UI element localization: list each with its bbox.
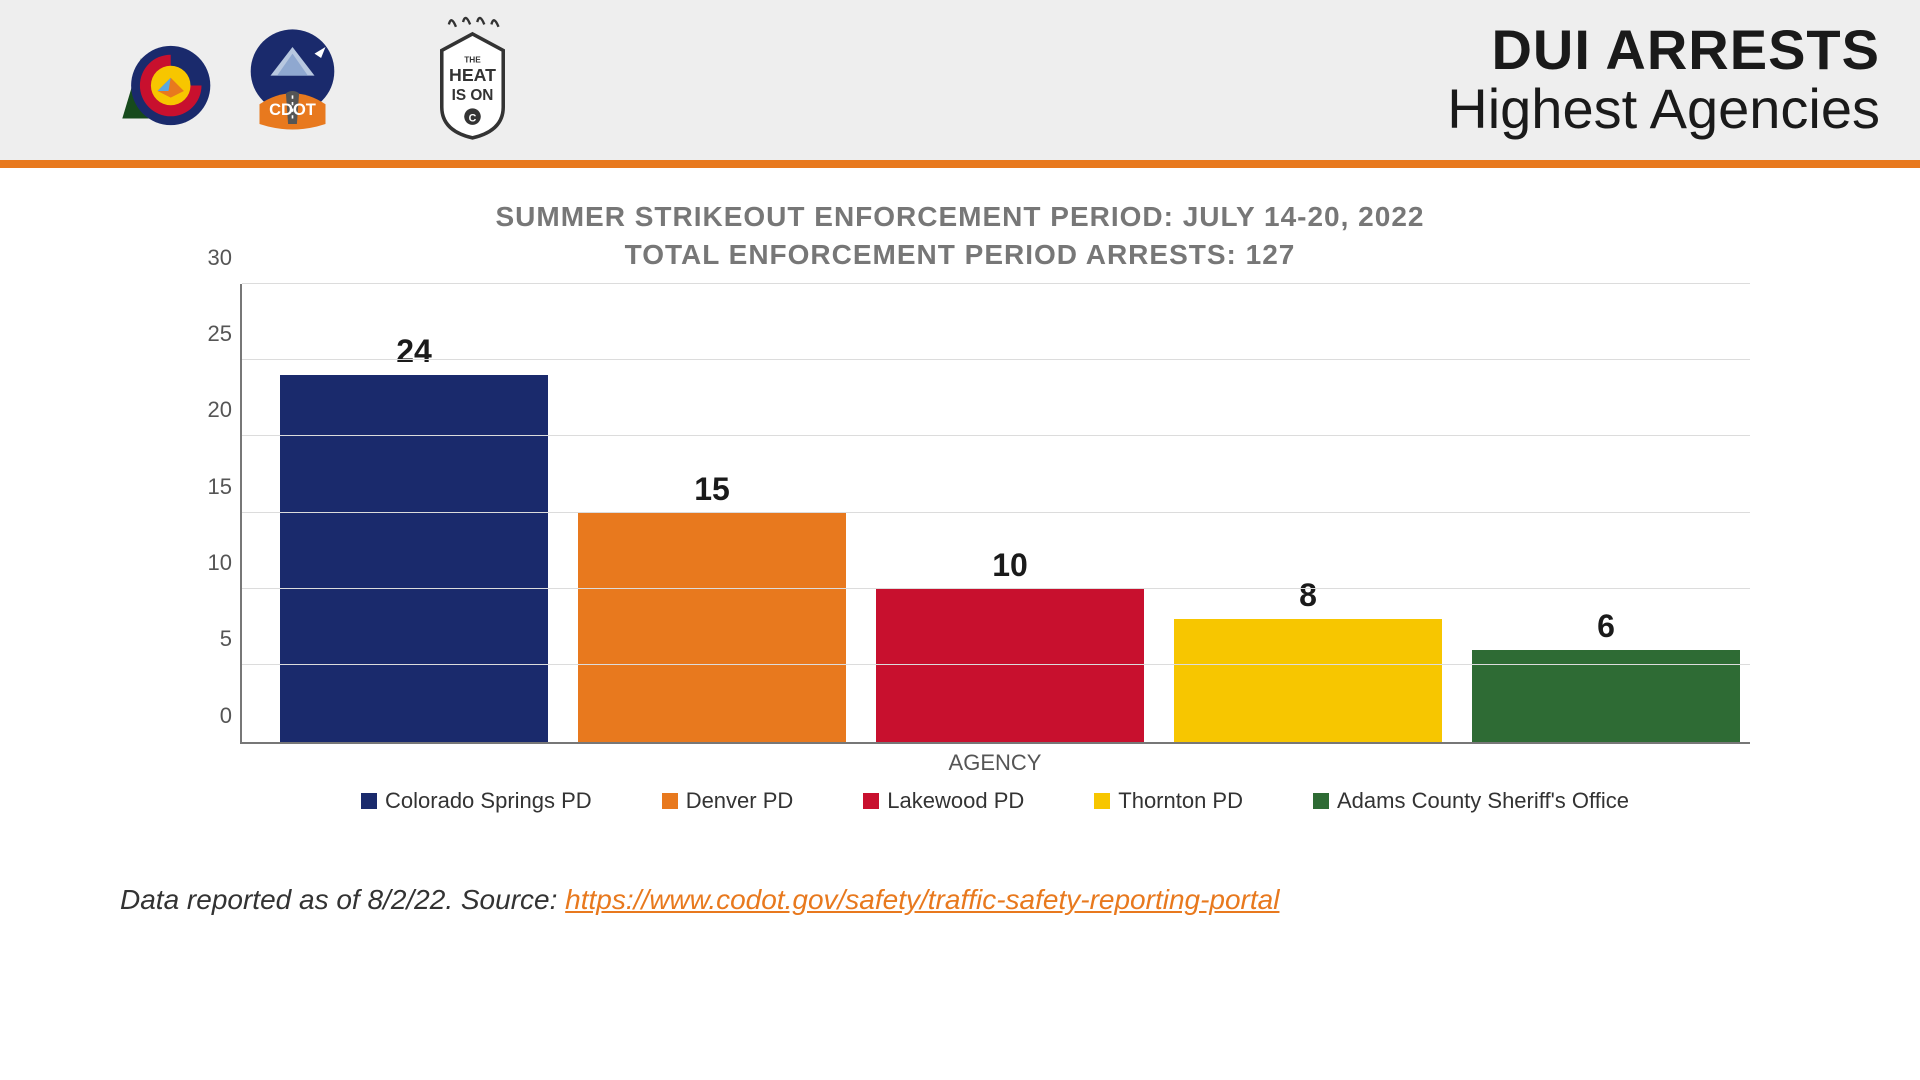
legend-label: Colorado Springs PD [385,788,592,814]
bar-slot: 6 [1462,284,1750,742]
legend-swatch-icon [863,793,879,809]
bar-slot: 24 [270,284,558,742]
footer-source: Data reported as of 8/2/22. Source: http… [120,884,1920,916]
legend-item: Colorado Springs PD [361,788,592,814]
grid-line [242,664,1750,665]
page-title: DUI ARRESTS Highest Agencies [1447,21,1880,139]
footer-prefix: Data reported as of 8/2/22. Source: [120,884,565,915]
legend-item: Lakewood PD [863,788,1024,814]
bar-slot: 15 [568,284,856,742]
colorado-logo-icon [100,25,215,135]
bar: 24 [280,375,548,741]
grid-line [242,283,1750,284]
bars-container: 24151086 [270,284,1750,742]
bar: 10 [876,589,1144,742]
legend-item: Denver PD [662,788,794,814]
logo-group: CDOT THE HEAT IS ON C [100,15,520,145]
svg-text:CDOT: CDOT [269,101,316,119]
title-line-2: Highest Agencies [1447,80,1880,139]
y-tick-label: 5 [192,626,232,652]
bar-value-label: 10 [992,547,1028,584]
legend-label: Denver PD [686,788,794,814]
plot-area: 24151086 051015202530 [240,284,1750,744]
legend-item: Thornton PD [1094,788,1243,814]
heat-is-on-logo-icon: THE HEAT IS ON C [425,15,520,145]
chart-subtitle: SUMMER STRIKEOUT ENFORCEMENT PERIOD: JUL… [0,198,1920,274]
legend-swatch-icon [662,793,678,809]
x-axis-label: AGENCY [240,750,1750,776]
bar-chart: 24151086 051015202530 AGENCY Colorado Sp… [170,284,1750,814]
svg-text:THE: THE [464,55,481,64]
bar-value-label: 24 [396,333,432,370]
svg-text:C: C [469,112,477,124]
subtitle-line-2: TOTAL ENFORCEMENT PERIOD ARRESTS: 127 [0,236,1920,274]
legend-label: Lakewood PD [887,788,1024,814]
svg-text:HEAT: HEAT [449,65,496,85]
bar-slot: 8 [1164,284,1452,742]
grid-line [242,359,1750,360]
grid-line [242,588,1750,589]
y-tick-label: 15 [192,474,232,500]
source-link[interactable]: https://www.codot.gov/safety/traffic-saf… [565,884,1279,915]
grid-line [242,512,1750,513]
svg-text:IS ON: IS ON [452,87,494,104]
legend-label: Thornton PD [1118,788,1243,814]
y-tick-label: 10 [192,550,232,576]
grid-line [242,435,1750,436]
bar: 8 [1174,619,1442,741]
legend-swatch-icon [1313,793,1329,809]
y-tick-label: 20 [192,397,232,423]
bar-slot: 10 [866,284,1154,742]
bar: 15 [578,513,846,742]
legend-label: Adams County Sheriff's Office [1337,788,1629,814]
cdot-logo-icon: CDOT [235,25,350,135]
header-bar: CDOT THE HEAT IS ON C DUI ARRESTS Highes… [0,0,1920,168]
y-tick-label: 0 [192,703,232,729]
legend: Colorado Springs PD Denver PD Lakewood PD T… [240,788,1750,814]
y-tick-label: 25 [192,321,232,347]
legend-swatch-icon [361,793,377,809]
title-line-1: DUI ARRESTS [1447,21,1880,80]
bar-value-label: 15 [694,471,730,508]
legend-item: Adams County Sheriff's Office [1313,788,1629,814]
y-tick-label: 30 [192,245,232,271]
legend-swatch-icon [1094,793,1110,809]
bar-value-label: 6 [1597,608,1615,645]
subtitle-line-1: SUMMER STRIKEOUT ENFORCEMENT PERIOD: JUL… [0,198,1920,236]
bar-value-label: 8 [1299,577,1317,614]
